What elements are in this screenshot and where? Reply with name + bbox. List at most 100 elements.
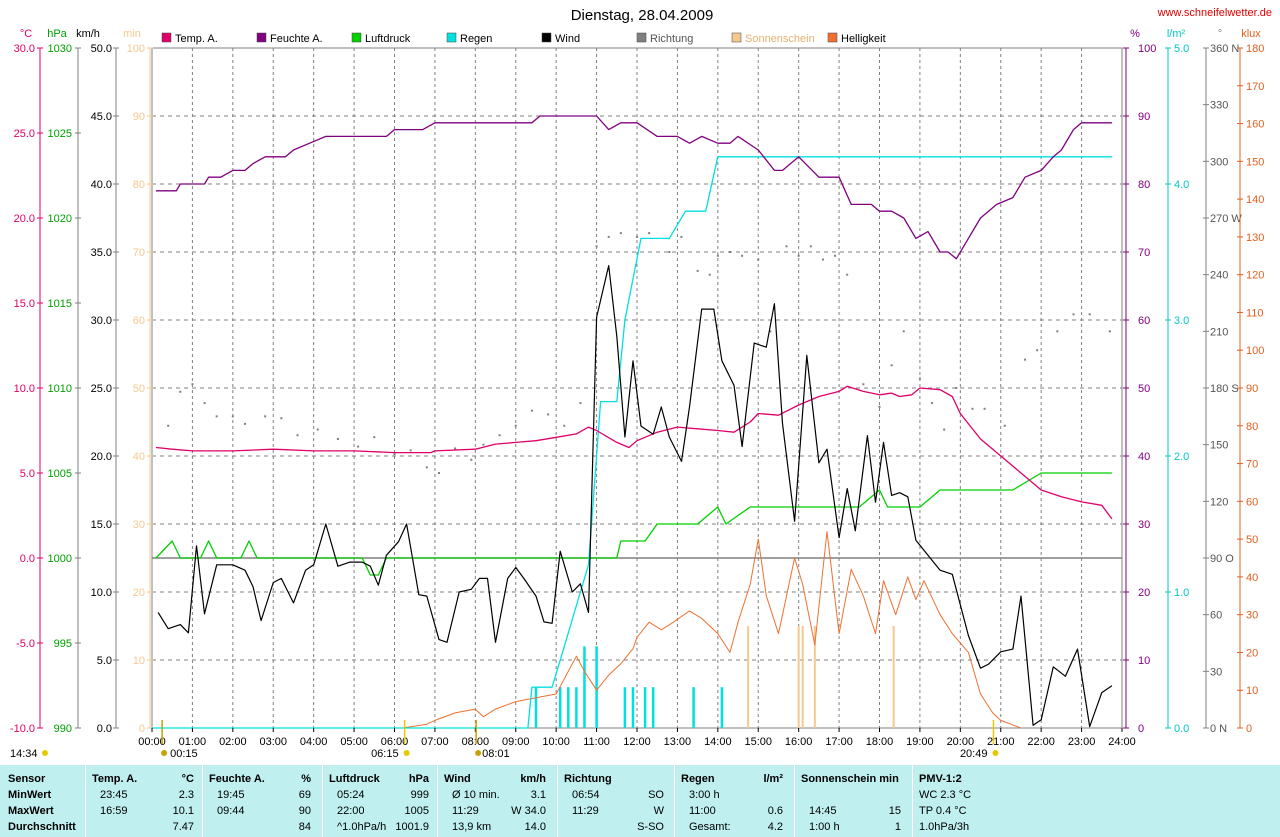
stats-row <box>797 787 909 803</box>
direction-point <box>336 438 339 440</box>
stats-cell-value: 4.2 <box>767 821 783 833</box>
direction-point <box>619 232 622 235</box>
x-tick: 23:00 <box>1068 736 1096 748</box>
stats-cell-value: 90 <box>298 805 311 817</box>
stats-row: 11:29 W 34.0 <box>440 803 554 819</box>
axis-tick-pressure: 990 <box>54 723 72 735</box>
axis-tick-wind: 0.0 <box>97 723 112 735</box>
x-tick: 00:00 <box>138 736 166 748</box>
x-tick: 02:00 <box>219 736 247 748</box>
stats-cell-value: 3.1 <box>530 789 546 801</box>
axis-tick-wind: 5.0 <box>97 655 112 667</box>
stats-column: Temp. A. °C 23:45 2.3 16:59 10.1 7.47 <box>88 765 202 837</box>
x-tick: 05:00 <box>340 736 368 748</box>
direction-point <box>955 387 958 389</box>
stats-column: Richtung 06:54 SO 11:29 W S-SO <box>560 765 672 837</box>
direction-point <box>425 466 428 469</box>
axis-tick-rain: 4.0 <box>1174 179 1189 191</box>
stats-cell-value: 7.47 <box>172 821 194 833</box>
axis-tick-humidity: 50 <box>1138 383 1150 395</box>
x-tick: 18:00 <box>866 736 894 748</box>
axis-tick-humidity: 10 <box>1138 655 1150 667</box>
legend-label-wind: Wind <box>555 33 580 45</box>
axis-tick-minutes: 60 <box>133 315 145 327</box>
x-tick: 11:00 <box>583 736 610 748</box>
direction-point <box>191 383 194 386</box>
direction-point <box>636 235 638 238</box>
solar-event-icon <box>475 750 482 756</box>
axis-tick-wind: 25.0 <box>91 383 112 395</box>
direction-point <box>179 390 182 393</box>
direction-point <box>530 409 533 412</box>
axis-tick-rain: 5.0 <box>1174 43 1189 55</box>
stats-cell-value: W <box>653 805 664 817</box>
legend: Temp. A. Feuchte A. Luftdruck Regen Wind Rich… <box>161 32 886 45</box>
stats-row: 11:00 0.6 <box>677 803 791 819</box>
direction-point <box>834 254 837 257</box>
x-tick: 08:00 <box>462 736 490 748</box>
axes: 30.025.020.015.010.05.00.0-5.0-10.010301… <box>10 43 1264 735</box>
sunset-icon <box>992 750 999 756</box>
axis-tick-wind: 10.0 <box>91 587 112 599</box>
axis-tick-direction: 0 N <box>1210 723 1227 735</box>
stats-row: 3:00 h <box>677 787 791 803</box>
axis-tick-klux: 20 <box>1246 647 1258 659</box>
legend-label-rain: Regen <box>460 33 492 45</box>
direction-point <box>846 273 849 276</box>
x-tick: 14:00 <box>704 736 732 748</box>
axis-tick-direction: 150 <box>1210 440 1228 452</box>
stats-cell-value: S-SO <box>637 821 664 833</box>
legend-swatch-wind <box>541 32 552 43</box>
axis-tick-direction: 300 <box>1210 156 1228 168</box>
axis-tick-pressure: 1010 <box>48 383 72 395</box>
stats-row-labels: Sensor MinWert MaxWert Durchschnitt <box>8 765 88 837</box>
direction-point <box>741 254 744 257</box>
stats-cell-time: 13,9 km <box>452 821 492 833</box>
x-tick: 20:00 <box>947 736 975 748</box>
axis-tick-rain: 2.0 <box>1174 451 1189 463</box>
stats-cell-value: 1001.9 <box>395 821 429 833</box>
unit-humidity: % <box>1130 28 1140 40</box>
direction-point <box>316 428 319 431</box>
direction-point <box>1072 313 1075 316</box>
axis-tick-minutes: 70 <box>133 247 145 259</box>
direction-point <box>514 424 517 427</box>
series-layer <box>152 115 1113 729</box>
x-tick: 16:00 <box>785 736 813 748</box>
axis-tick-minutes: 30 <box>133 519 145 531</box>
stats-column-header: Temp. A. °C <box>88 771 202 787</box>
axis-tick-direction: 120 <box>1210 496 1228 508</box>
stats-row: 11:29 W <box>560 803 672 819</box>
direction-point <box>215 415 218 418</box>
direction-point <box>203 402 206 405</box>
unit-minutes: min <box>123 28 141 40</box>
axis-tick-direction: 210 <box>1210 326 1228 338</box>
grid <box>151 47 1123 729</box>
axis-tick-pressure: 1030 <box>48 43 72 55</box>
direction-point <box>595 245 598 248</box>
axis-tick-klux: 170 <box>1246 81 1264 93</box>
stats-column-name: Richtung <box>564 773 612 785</box>
direction-point <box>785 245 788 248</box>
direction-point <box>296 434 299 437</box>
axis-tick-temp: 30.0 <box>14 43 35 55</box>
moonrise-icon <box>161 750 168 756</box>
direction-point <box>878 405 881 408</box>
axis-tick-klux: 130 <box>1246 232 1264 244</box>
direction-point <box>757 258 760 261</box>
legend-label-brightness: Helligkeit <box>841 33 886 45</box>
axis-tick-pressure: 1000 <box>48 553 72 565</box>
statistics-table: Sensor MinWert MaxWert Durchschnitt Temp. A.… <box>0 765 1280 837</box>
stats-column: PMV-1:2 WC 2.3 °C TP 0.4 °C 1.0hPa/3h <box>915 765 1035 837</box>
direction-point <box>809 245 812 248</box>
stats-row: 14:45 15 <box>797 803 909 819</box>
direction-point <box>862 383 865 386</box>
direction-point <box>357 445 360 448</box>
stats-row: ^1.0hPa/h 1001.9 <box>325 819 437 835</box>
direction-point <box>728 251 731 253</box>
direction-point <box>482 443 485 446</box>
x-tick: 15:00 <box>744 736 772 748</box>
stats-cell-time: 06:54 <box>572 789 600 801</box>
legend-swatch-humidity <box>256 32 267 43</box>
axis-tick-klux: 10 <box>1246 685 1258 697</box>
